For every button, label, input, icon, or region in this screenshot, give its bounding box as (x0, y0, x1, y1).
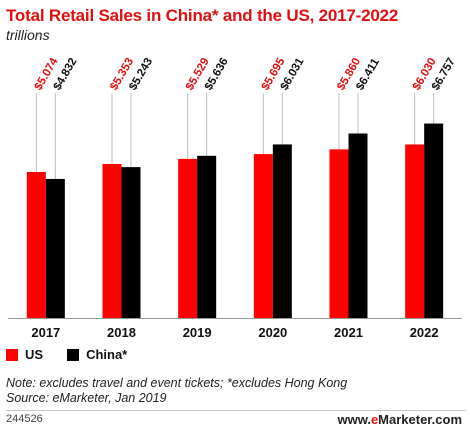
chart-id: 244526 (6, 413, 43, 425)
note-text: Note: excludes travel and event tickets;… (6, 376, 348, 390)
bar-us-2021 (329, 149, 349, 318)
bar-china-2020 (272, 144, 292, 318)
bar-china-2021 (348, 133, 368, 318)
bar-china-2019 (197, 155, 217, 318)
legend-swatch-china (67, 348, 80, 361)
brand-prefix: www. (337, 412, 371, 427)
x-tick-label-2021: 2021 (334, 325, 363, 340)
x-tick-label-2022: 2022 (410, 325, 439, 340)
legend-item-china: China* (67, 347, 127, 362)
source-text: Source: eMarketer, Jan 2019 (6, 391, 167, 405)
brand-suffix: .com (431, 412, 462, 427)
brand-name: Marketer (378, 412, 432, 427)
bar-us-2017 (26, 171, 46, 318)
chart-title: Total Retail Sales in China* and the US,… (6, 6, 399, 25)
x-tick-label-2017: 2017 (31, 325, 60, 340)
legend-swatch-us (6, 348, 18, 361)
bar-us-2018 (102, 163, 122, 318)
x-tick-label-2018: 2018 (107, 325, 136, 340)
chart-legend: US China* (6, 347, 151, 362)
x-tick-label-2019: 2019 (183, 325, 212, 340)
bar-us-2020 (253, 154, 273, 318)
footer-divider (6, 410, 466, 411)
chart-subtitle: trillions (6, 27, 50, 43)
bar-china-2022 (424, 123, 444, 318)
legend-label-china: China* (86, 347, 128, 362)
bar-china-2017 (45, 178, 65, 318)
x-tick-label-2020: 2020 (258, 325, 287, 340)
bar-us-2019 (178, 158, 198, 318)
legend-label-us: US (25, 347, 44, 362)
emarketer-logo[interactable]: www.eMarketer.com (337, 412, 462, 427)
bar-china-2018 (121, 167, 141, 318)
chart-notes: Note: excludes travel and event tickets;… (6, 376, 347, 406)
legend-item-us: US (6, 347, 43, 362)
bar-us-2022 (405, 144, 425, 318)
brand-e: e (370, 412, 379, 427)
bar-chart: $5.074$4.8322017$5.353$5.2432018$5.529$5… (8, 56, 462, 340)
